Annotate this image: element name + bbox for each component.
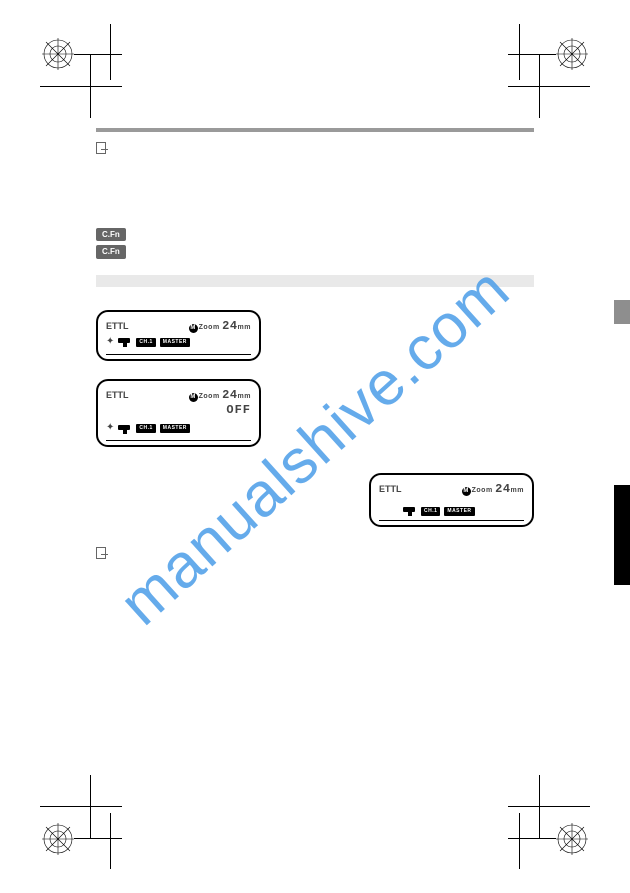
heading-rule bbox=[96, 128, 534, 132]
step3-text bbox=[96, 473, 353, 527]
lcd1-zoom: MZoom 24mm bbox=[189, 318, 251, 335]
section-heading-bar bbox=[96, 275, 534, 287]
cfn-badge-1: C.Fn bbox=[96, 228, 126, 242]
lcd1-ettl: ETTL bbox=[106, 320, 129, 333]
lcd2-mid: OFF bbox=[106, 402, 251, 419]
lcd1-ch: CH.1 bbox=[136, 338, 155, 347]
lcd1-master: MASTER bbox=[160, 338, 190, 347]
lcd-display-2: ETTL MZoom 24mm OFF ✦ CH.1 MASTER bbox=[96, 379, 261, 447]
spark-icon: ✦ bbox=[106, 335, 114, 350]
flash-gun-icon bbox=[403, 506, 417, 516]
spark-icon: ✦ bbox=[106, 421, 114, 436]
lcd3-ch: CH.1 bbox=[421, 507, 440, 516]
rosette-bottom-left bbox=[42, 823, 74, 855]
side-tab-gray bbox=[614, 300, 630, 324]
flash-gun-icon bbox=[118, 337, 132, 347]
step2-text bbox=[277, 379, 534, 447]
lcd3-ettl: ETTL bbox=[379, 483, 402, 496]
cfn-line-1: C.Fn bbox=[96, 228, 534, 242]
note-icon bbox=[96, 142, 106, 154]
step1-text bbox=[277, 310, 534, 361]
lcd-display-3: ETTL MZoom 24mm CH.1 MASTER bbox=[369, 473, 534, 527]
lcd-display-1: ETTL MZoom 24mm ✦ CH.1 MASTER bbox=[96, 310, 261, 361]
cfn-line-2: C.Fn bbox=[96, 245, 534, 259]
rosette-top-right bbox=[556, 38, 588, 70]
intro-paragraph: ​ bbox=[96, 142, 534, 210]
cfn-badge-2: C.Fn bbox=[96, 245, 126, 259]
lcd3-zoom: MZoom 24mm bbox=[462, 481, 524, 498]
lcd2-ettl: ETTL bbox=[106, 389, 129, 402]
note-icon bbox=[96, 547, 106, 559]
rosette-top-left bbox=[42, 38, 74, 70]
footer-note bbox=[96, 547, 534, 560]
lcd3-master: MASTER bbox=[444, 507, 474, 516]
side-tab-black bbox=[614, 485, 630, 585]
rosette-bottom-right bbox=[556, 823, 588, 855]
lcd2-master: MASTER bbox=[160, 424, 190, 433]
lcd2-ch: CH.1 bbox=[136, 424, 155, 433]
page-content: ​ C.Fn C.Fn ETTL MZoom 24mm bbox=[96, 128, 534, 560]
flash-gun-icon bbox=[118, 424, 132, 434]
